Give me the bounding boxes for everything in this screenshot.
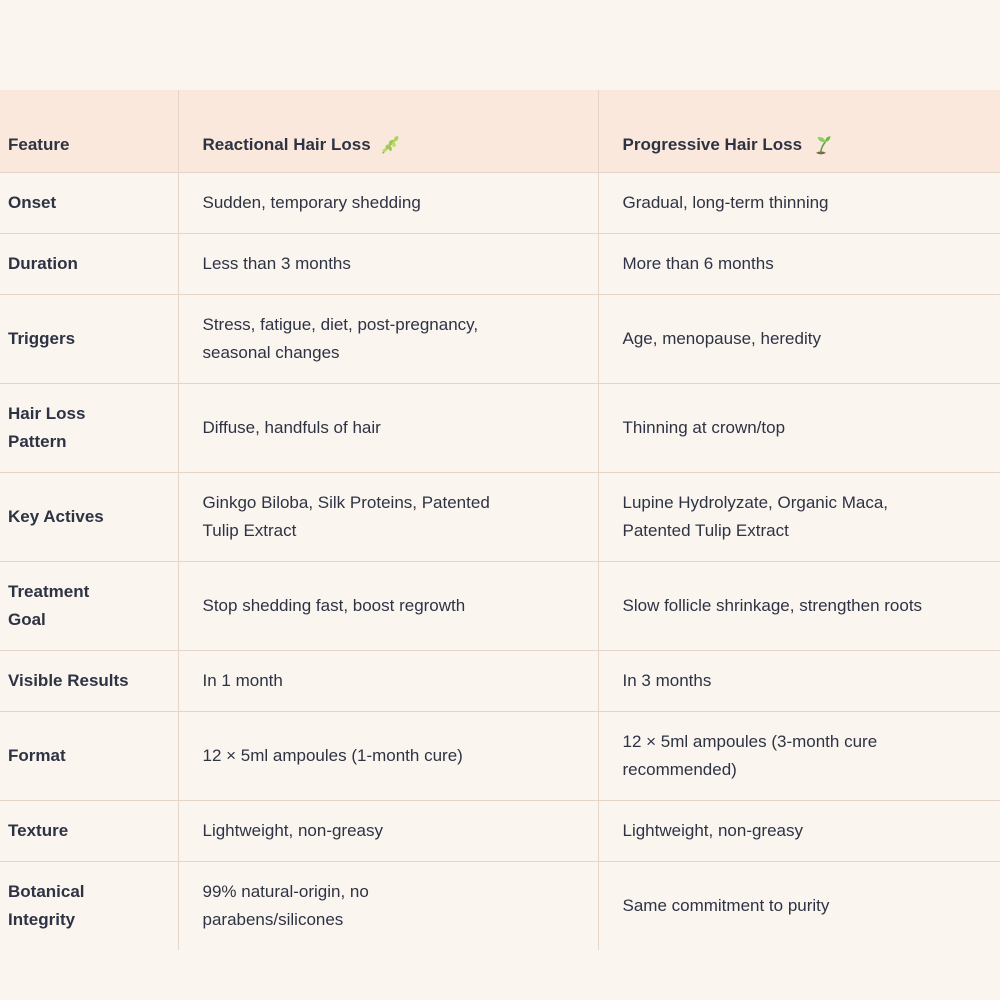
herb-icon bbox=[381, 136, 399, 154]
header-label: Feature bbox=[8, 135, 70, 154]
reactional-value: Sudden, temporary shedding bbox=[177, 172, 598, 234]
progressive-value: Lightweight, non-greasy bbox=[597, 800, 1000, 862]
reactional-value: Stop shedding fast, boost regrowth bbox=[177, 561, 598, 651]
feature-label: Duration bbox=[0, 233, 178, 295]
table-row-hair-loss-pattern: Hair Loss Pattern Diffuse, handfuls of h… bbox=[0, 383, 1000, 473]
table-row-key-actives: Key Actives Ginkgo Biloba, Silk Proteins… bbox=[0, 472, 1000, 562]
column-header-feature: Feature bbox=[0, 90, 178, 173]
table-row-duration: Duration Less than 3 months More than 6 … bbox=[0, 233, 1000, 295]
progressive-value: Same commitment to purity bbox=[597, 861, 1000, 950]
table-row-botanical-integrity: Botanical Integrity 99% natural-origin, … bbox=[0, 861, 1000, 950]
header-row: Feature Reactional Hair Loss bbox=[0, 90, 1000, 173]
reactional-value: Ginkgo Biloba, Silk Proteins, Patented T… bbox=[177, 472, 598, 562]
feature-label: Triggers bbox=[0, 294, 178, 384]
seedling-icon bbox=[815, 136, 831, 155]
progressive-value: Gradual, long-term thinning bbox=[597, 172, 1000, 234]
feature-label: Botanical Integrity bbox=[8, 882, 85, 929]
feature-label: Treatment Goal bbox=[0, 561, 178, 651]
table-row-onset: Onset Sudden, temporary shedding Gradual… bbox=[0, 172, 1000, 234]
reactional-value: Less than 3 months bbox=[177, 233, 598, 295]
table-row-visible-results: Visible Results In 1 month In 3 months bbox=[0, 650, 1000, 712]
table-row-format: Format 12 × 5ml ampoules (1-month cure) … bbox=[0, 711, 1000, 801]
column-header-progressive: Progressive Hair Loss bbox=[597, 90, 1000, 173]
progressive-value: Thinning at crown/top bbox=[597, 383, 1000, 473]
hair-loss-comparison-table: Feature Reactional Hair Loss bbox=[0, 90, 1000, 950]
feature-label: Texture bbox=[0, 800, 178, 862]
progressive-value: Lupine Hydrolyzate, Organic Maca, Patent… bbox=[597, 472, 1000, 562]
progressive-value: More than 6 months bbox=[597, 233, 1000, 295]
feature-label: Onset bbox=[0, 172, 178, 234]
progressive-value: Slow follicle shrinkage, strengthen root… bbox=[597, 561, 1000, 651]
table-row-triggers: Triggers Stress, fatigue, diet, post-pre… bbox=[0, 294, 1000, 384]
feature-label: Hair Loss Pattern bbox=[0, 383, 178, 473]
progressive-value: 12 × 5ml ampoules (3-month cure recommen… bbox=[597, 711, 1000, 801]
progressive-value: Age, menopause, heredity bbox=[597, 294, 1000, 384]
header-label: Reactional Hair Loss bbox=[202, 135, 371, 154]
reactional-value: 12 × 5ml ampoules (1-month cure) bbox=[177, 711, 598, 801]
header-label: Progressive Hair Loss bbox=[622, 135, 803, 154]
reactional-value: 99% natural-origin, no parabens/silicone… bbox=[177, 861, 598, 950]
reactional-value: Diffuse, handfuls of hair bbox=[177, 383, 598, 473]
progressive-value: In 3 months bbox=[597, 650, 1000, 712]
table-row-texture: Texture Lightweight, non-greasy Lightwei… bbox=[0, 800, 1000, 862]
reactional-value: Lightweight, non-greasy bbox=[177, 800, 598, 862]
table-row-treatment-goal: Treatment Goal Stop shedding fast, boost… bbox=[0, 561, 1000, 651]
reactional-value: Stress, fatigue, diet, post-pregnancy, s… bbox=[177, 294, 598, 384]
feature-label: Visible Results bbox=[0, 650, 178, 712]
feature-label: Key Actives bbox=[0, 472, 178, 562]
column-header-reactional: Reactional Hair Loss bbox=[177, 90, 598, 173]
reactional-value: In 1 month bbox=[177, 650, 598, 712]
feature-label: Format bbox=[0, 711, 178, 801]
